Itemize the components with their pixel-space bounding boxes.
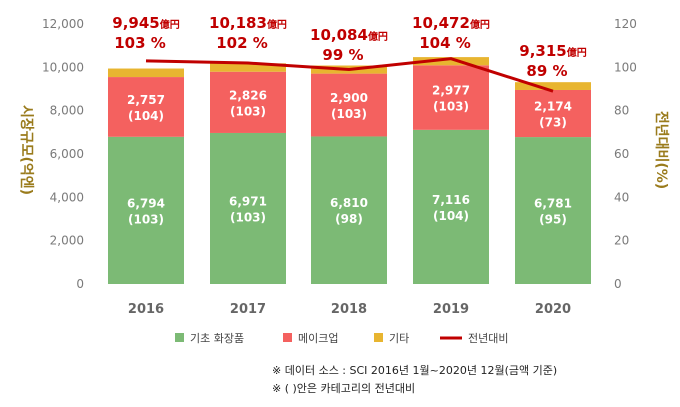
- total-unit: 億円: [160, 18, 180, 31]
- y-tick-label: 4,000: [50, 190, 84, 204]
- y-tick-label: 2,000: [50, 234, 84, 248]
- legend: 기초 화장품 메이크업 기타 전년대비: [175, 332, 508, 345]
- bar-segment-basic: [108, 136, 184, 284]
- right-y-axis-ticks: 0 20 40 60 80 100 120: [614, 17, 637, 291]
- total-label: 10,472億円: [412, 14, 490, 32]
- legend-basic-swatch: [175, 333, 184, 342]
- bars: [108, 57, 591, 284]
- bar-segment-basic: [210, 132, 286, 284]
- bar-segment-makeup: [108, 77, 184, 137]
- bar-segment-makeup: [311, 73, 387, 137]
- bar-value-label: 6,971: [229, 194, 267, 208]
- total-unit: 億円: [368, 30, 388, 43]
- y2-tick-label: 20: [614, 234, 629, 248]
- bar-segment-basic: [413, 129, 489, 284]
- y-tick-label: 8,000: [50, 104, 84, 118]
- ratio-label: 89 %: [526, 62, 567, 80]
- legend-basic-label: 기초 화장품: [190, 332, 244, 345]
- legend-other-swatch: [374, 333, 383, 342]
- bar-value-label: 6,781: [534, 197, 572, 211]
- total-label: 10,084億円: [310, 26, 388, 44]
- total-unit: 億円: [267, 18, 287, 31]
- bar-value-label: 2,900: [330, 91, 368, 105]
- bar-value-label: 7,116: [432, 193, 470, 207]
- legend-makeup-label: 메이크업: [298, 332, 338, 345]
- bar-segment-basic: [515, 137, 591, 284]
- bar-value-label: 6,810: [330, 196, 368, 210]
- ratio-label: 103 %: [114, 34, 166, 52]
- bar-ratio-label: (103): [128, 212, 164, 226]
- bar-ratio-label: (104): [128, 109, 164, 123]
- category-label: 2020: [535, 302, 571, 317]
- y2-tick-label: 60: [614, 147, 629, 161]
- category-label: 2019: [433, 302, 469, 317]
- legend-other-label: 기타: [389, 332, 409, 345]
- ratio-label: 102 %: [216, 34, 268, 52]
- y-tick-label: 12,000: [42, 17, 84, 31]
- ratio-label: 99 %: [322, 46, 363, 64]
- total-unit: 億円: [470, 18, 490, 31]
- bar-segment-other: [210, 63, 286, 72]
- y2-tick-label: 0: [614, 277, 622, 291]
- bar-value-label: 2,757: [127, 93, 165, 107]
- y2-tick-label: 100: [614, 60, 637, 74]
- category-label: 2017: [230, 302, 266, 317]
- y2-axis-title: 전년대비(%): [653, 111, 670, 189]
- bar-value-label: 2,977: [432, 84, 470, 98]
- bar-ratio-label: (73): [539, 116, 567, 130]
- total-label: 10,183億円: [209, 14, 287, 32]
- y-tick-label: 10,000: [42, 60, 84, 74]
- left-y-axis-ticks: 0 2,000 4,000 6,000 8,000 10,000 12,000: [42, 17, 84, 291]
- note-parenthesis: ※ ( )안은 카테고리의 전년대비: [272, 382, 415, 395]
- bar-segment-makeup: [515, 89, 591, 138]
- legend-ratio-label: 전년대비: [468, 332, 508, 345]
- ratio-line: [145, 57, 554, 93]
- y2-tick-label: 80: [614, 104, 629, 118]
- y-axis-title: 시장규모(억엔): [18, 105, 35, 195]
- bar-value-label: 2,174: [534, 100, 572, 114]
- bar-ratio-label: (104): [433, 209, 469, 223]
- category-label: 2018: [331, 302, 367, 317]
- bar-value-labels: 6,794 (103) 2,757 (104) 6,971 (103) 2,826 (103)…: [127, 84, 572, 227]
- total-label: 9,945億円: [112, 14, 179, 32]
- bar-ratio-label: (103): [230, 104, 266, 118]
- note-source: ※ 데이터 소스 : SCI 2016년 1월~2020년 12월(금액 기준): [272, 364, 557, 377]
- y2-tick-label: 40: [614, 190, 629, 204]
- y-tick-label: 0: [76, 277, 84, 291]
- bar-ratio-label: (98): [335, 212, 363, 226]
- bar-ratio-label: (95): [539, 213, 567, 227]
- category-labels: 2016 2017 2018 2019 2020: [128, 302, 571, 317]
- y2-tick-label: 120: [614, 17, 637, 31]
- bar-value-label: 2,826: [229, 88, 267, 102]
- bar-ratio-label: (103): [230, 210, 266, 224]
- bar-segment-other: [515, 82, 591, 90]
- ratio-label: 104 %: [419, 34, 471, 52]
- bar-ratio-label: (103): [331, 107, 367, 121]
- bar-segment-other: [413, 57, 489, 66]
- total-unit: 億円: [567, 46, 587, 59]
- bar-value-label: 6,794: [127, 196, 165, 210]
- total-label: 9,315億円: [519, 42, 586, 60]
- bar-segment-makeup: [413, 65, 489, 130]
- y-tick-label: 6,000: [50, 147, 84, 161]
- ratio-line-path: [145, 57, 554, 93]
- bar-segment-basic: [311, 136, 387, 284]
- bar-ratio-label: (103): [433, 100, 469, 114]
- category-label: 2016: [128, 302, 164, 317]
- bar-segment-other: [108, 68, 184, 78]
- legend-makeup-swatch: [283, 333, 292, 342]
- bar-segment-makeup: [210, 71, 286, 133]
